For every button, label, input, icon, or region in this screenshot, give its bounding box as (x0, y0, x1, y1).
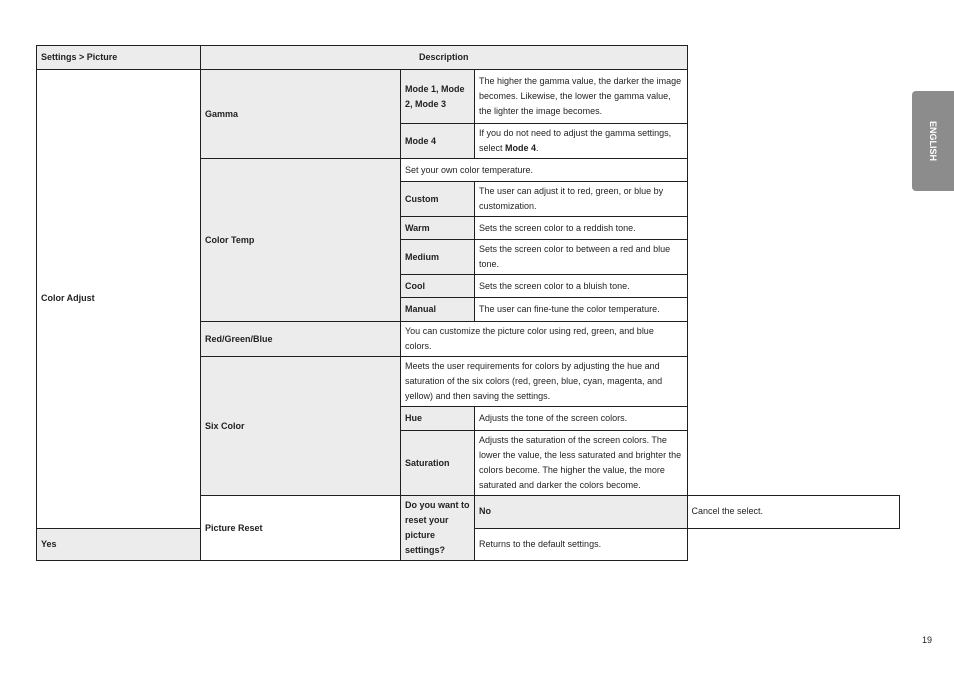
hue-desc: Adjusts the tone of the screen colors. (474, 406, 688, 431)
mode4-label: Mode 4 (400, 123, 475, 159)
rgb-label: Red/Green/Blue (200, 321, 401, 357)
six-color-intro: Meets the user requirements for colors b… (400, 356, 688, 407)
yes-label: Yes (36, 527, 201, 561)
color-adjust-label: Color Adjust (36, 69, 201, 529)
mode4-desc: If you do not need to adjust the gamma s… (474, 123, 688, 159)
medium-label: Medium (400, 239, 475, 275)
language-label: ENGLISH (928, 120, 938, 162)
saturation-label: Saturation (400, 430, 475, 496)
language-side-tab: ENGLISH (912, 91, 954, 191)
cool-desc: Sets the screen color to a bluish tone. (474, 274, 688, 298)
header-description: Description (200, 45, 688, 70)
no-desc: Cancel the select. (686, 495, 900, 529)
warm-label: Warm (400, 216, 475, 240)
settings-table: Settings > Picture Description Color Adj… (36, 45, 900, 561)
six-color-label: Six Color (200, 356, 401, 496)
color-temp-intro: Set your own color temperature. (400, 158, 688, 182)
cool-label: Cool (400, 274, 475, 298)
rgb-desc: You can customize the picture color usin… (400, 321, 688, 357)
header-settings: Settings > Picture (36, 45, 201, 70)
manual-label: Manual (400, 297, 475, 322)
page-number: 19 (922, 635, 933, 645)
no-label: No (474, 495, 688, 529)
yes-desc: Returns to the default settings. (474, 527, 688, 561)
color-temp-label: Color Temp (200, 158, 401, 322)
custom-desc: The user can adjust it to red, green, or… (474, 181, 688, 217)
custom-label: Custom (400, 181, 475, 217)
picture-reset-label: Picture Reset (200, 495, 401, 561)
manual-desc: The user can fine-tune the color tempera… (474, 297, 688, 322)
picture-reset-question: Do you want to reset your picture settin… (400, 495, 475, 561)
warm-desc: Sets the screen color to a reddish tone. (474, 216, 688, 240)
gamma-label: Gamma (200, 69, 401, 159)
saturation-desc: Adjusts the saturation of the screen col… (474, 430, 688, 496)
mode123-label: Mode 1, Mode 2, Mode 3 (400, 69, 475, 124)
medium-desc: Sets the screen color to between a red a… (474, 239, 688, 275)
mode123-desc: The higher the gamma value, the darker t… (474, 69, 688, 124)
hue-label: Hue (400, 406, 475, 431)
